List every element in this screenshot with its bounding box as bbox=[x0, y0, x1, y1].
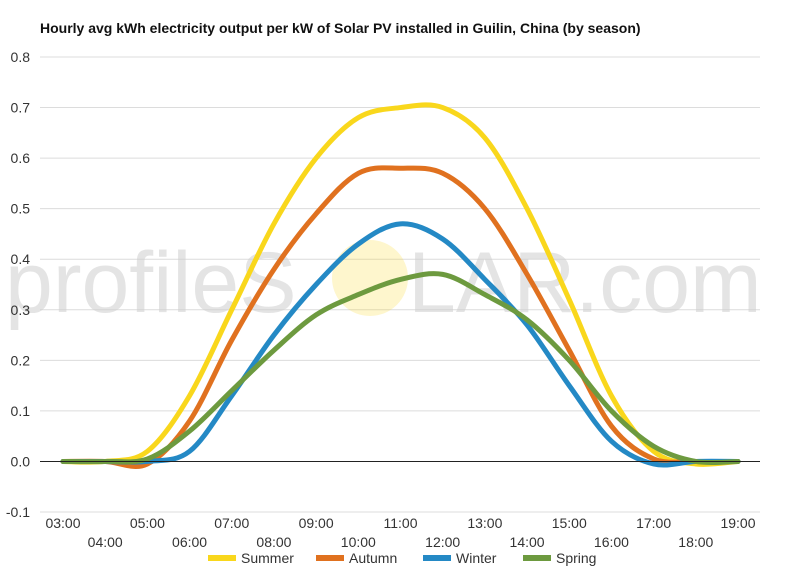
legend-swatch bbox=[523, 555, 551, 561]
x-tick-label: 07:00 bbox=[214, 515, 249, 531]
x-tick-label: 13:00 bbox=[467, 515, 502, 531]
legend-item-autumn: Autumn bbox=[316, 550, 397, 566]
legend-label: Autumn bbox=[349, 550, 397, 566]
x-tick-label: 12:00 bbox=[425, 534, 460, 550]
series-line-spring bbox=[60, 271, 741, 466]
x-axis: 03:00 04:00 05:00 06:00 07:00 08:00 09:00 10:00… bbox=[45, 515, 755, 550]
x-tick-label: 18:00 bbox=[678, 534, 713, 550]
x-tick-label: 04:00 bbox=[88, 534, 123, 550]
x-tick-label: 10:00 bbox=[341, 534, 376, 550]
y-tick-label: 0.2 bbox=[11, 352, 31, 368]
y-tick-label: 0.5 bbox=[11, 201, 31, 217]
x-tick-label: 06:00 bbox=[172, 534, 207, 550]
series-line-summer bbox=[60, 102, 741, 467]
legend: Summer Autumn Winter Spring bbox=[208, 550, 596, 566]
y-tick-label: 0.3 bbox=[11, 302, 31, 318]
y-tick-label: 0.8 bbox=[11, 49, 31, 65]
x-tick-label: 08:00 bbox=[256, 534, 291, 550]
legend-item-summer: Summer bbox=[208, 550, 294, 566]
x-tick-label: 11:00 bbox=[384, 515, 418, 531]
x-tick-label: 09:00 bbox=[299, 515, 334, 531]
legend-swatch bbox=[316, 555, 344, 561]
series-lines bbox=[60, 102, 741, 469]
legend-swatch bbox=[423, 555, 451, 561]
x-tick-label: 05:00 bbox=[130, 515, 165, 531]
legend-swatch bbox=[208, 555, 236, 561]
y-axis: -0.1 0.0 0.1 0.2 0.3 0.4 0.5 0.6 0.7 0.8 bbox=[6, 49, 30, 520]
series-line-winter bbox=[60, 221, 741, 468]
y-tick-label: 0.1 bbox=[11, 403, 31, 419]
y-tick-label: 0.7 bbox=[11, 100, 31, 116]
y-tick-label: -0.1 bbox=[6, 504, 30, 520]
x-tick-label: 03:00 bbox=[45, 515, 80, 531]
y-tick-label: 0.6 bbox=[11, 150, 31, 166]
grid bbox=[40, 56, 760, 513]
watermark-left: profileS bbox=[5, 235, 297, 331]
legend-label: Summer bbox=[241, 550, 294, 566]
series-line-autumn bbox=[60, 165, 741, 469]
x-tick-label: 16:00 bbox=[594, 534, 629, 550]
legend-label: Spring bbox=[556, 550, 596, 566]
legend-label: Winter bbox=[456, 550, 497, 566]
x-tick-label: 15:00 bbox=[552, 515, 587, 531]
legend-item-winter: Winter bbox=[423, 550, 497, 566]
y-tick-label: 0.0 bbox=[11, 453, 31, 469]
legend-item-spring: Spring bbox=[523, 550, 596, 566]
chart-title: Hourly avg kWh electricity output per kW… bbox=[40, 20, 641, 36]
x-tick-label: 19:00 bbox=[720, 515, 755, 531]
y-tick-label: 0.4 bbox=[11, 251, 31, 267]
x-tick-label: 14:00 bbox=[510, 534, 545, 550]
x-tick-label: 17:00 bbox=[636, 515, 671, 531]
